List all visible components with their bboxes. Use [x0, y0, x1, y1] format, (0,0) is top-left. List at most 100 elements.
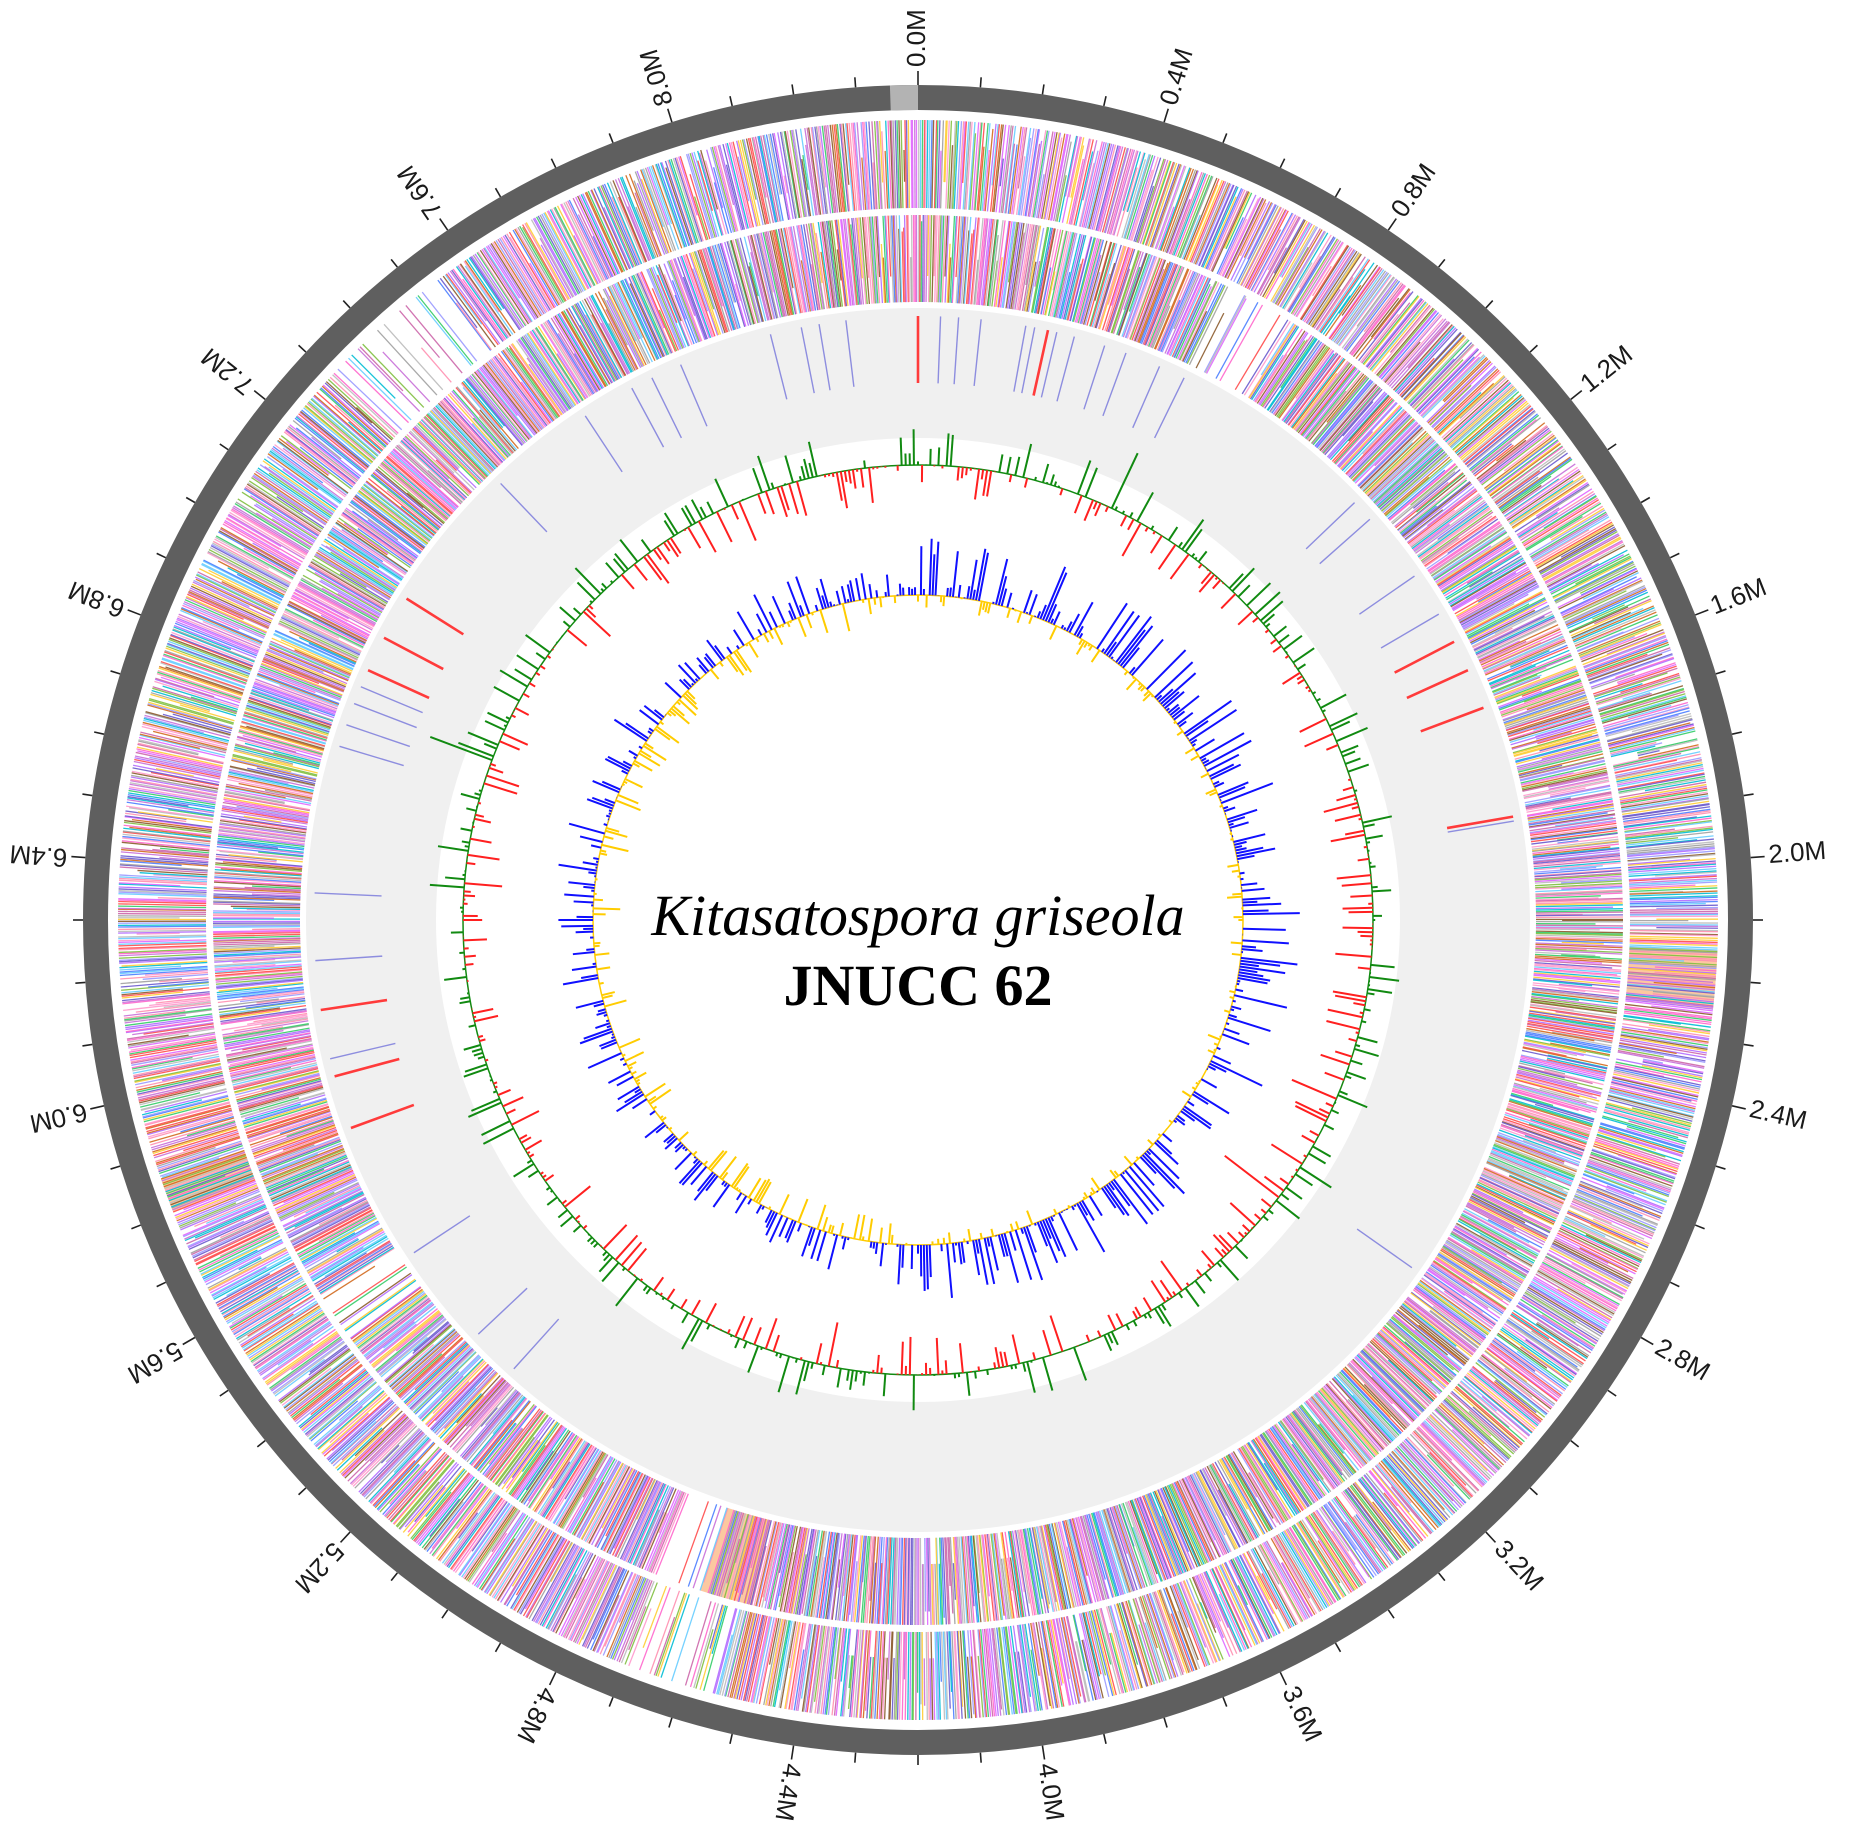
cds-feature: [1291, 1525, 1339, 1602]
cds-feature: [1399, 357, 1435, 397]
cds-feature: [143, 1097, 229, 1121]
cds-feature: [847, 1534, 858, 1622]
cds-feature: [1259, 1543, 1304, 1622]
cds-feature: [146, 1109, 232, 1135]
cds-feature: [1138, 1596, 1167, 1681]
cds-feature: [761, 1522, 782, 1608]
cds-feature: [1122, 254, 1153, 338]
cds-feature: [1070, 138, 1091, 225]
cds-feature: [1405, 1298, 1476, 1353]
cds-feature: [954, 1631, 961, 1719]
cds-feature: [724, 1610, 748, 1697]
cds-feature: [273, 752, 320, 766]
cds-feature: [126, 801, 214, 816]
cds-feature: [1629, 908, 1718, 911]
cds-feature: [1474, 1188, 1524, 1214]
cds-feature: [875, 121, 882, 209]
cds-feature: [1525, 792, 1612, 810]
cds-feature: [860, 121, 868, 210]
cds-feature: [769, 133, 783, 195]
cds-feature: [667, 260, 700, 343]
cds-feature: [225, 518, 280, 551]
cds-feature: [943, 120, 947, 183]
cds-feature: [1285, 1529, 1333, 1606]
cds-feature: [1617, 1049, 1705, 1068]
cds-feature: [1338, 431, 1374, 469]
cds-feature: [469, 256, 521, 331]
cds-feature: [160, 660, 245, 691]
cds-feature: [1126, 154, 1154, 240]
cds-feature: [1199, 1602, 1208, 1619]
cds-feature: [1544, 1069, 1604, 1086]
cds-feature: [1622, 1023, 1710, 1038]
cds-feature: [1512, 1087, 1597, 1113]
cds-feature: [783, 175, 788, 194]
cds-feature: [222, 801, 309, 818]
cds-feature: [145, 970, 208, 976]
cds-feature: [1546, 1252, 1626, 1295]
cds-feature: [207, 1247, 287, 1289]
cds-feature: [1314, 1393, 1372, 1461]
cds-feature: [1058, 1617, 1078, 1705]
cds-feature: [232, 1287, 309, 1334]
cds-feature: [378, 1317, 446, 1375]
cds-feature: [611, 1577, 647, 1660]
cds-feature: [806, 1625, 820, 1713]
cds-feature: [1426, 359, 1491, 423]
cds-feature: [900, 120, 904, 209]
cds-feature: [455, 302, 492, 351]
cds-feature: [458, 1502, 510, 1576]
cds-feature: [1170, 1613, 1193, 1672]
cds-feature: [640, 169, 672, 253]
cds-feature: [1050, 134, 1069, 221]
cds-feature: [1066, 145, 1085, 224]
cds-feature: [282, 1129, 338, 1151]
cds-feature: [236, 1077, 321, 1101]
cds-feature: [159, 1144, 243, 1175]
cds-feature: [118, 945, 207, 951]
cds-feature: [490, 243, 539, 319]
cds-feature: [152, 1127, 238, 1155]
cds-feature: [1624, 817, 1712, 830]
cds-feature: [271, 1166, 352, 1203]
cds-feature: [1510, 1094, 1595, 1121]
cds-feature: [1585, 1167, 1647, 1192]
cds-feature: [1251, 1439, 1300, 1514]
cds-feature: [553, 207, 595, 287]
cds-feature: [1501, 1121, 1585, 1151]
cds-feature: [1486, 644, 1568, 680]
cds-feature: [1160, 167, 1192, 252]
cds-feature: [1129, 257, 1161, 340]
cds-feature: [571, 1458, 616, 1535]
cds-feature: [1499, 1127, 1583, 1158]
cds-feature: [824, 1627, 836, 1715]
cds-feature: [200, 1234, 280, 1275]
cds-feature: [765, 1618, 784, 1706]
cds-feature: [232, 1065, 318, 1088]
cds-feature: [1053, 1618, 1072, 1706]
cds-feature: [1143, 1494, 1177, 1577]
cds-feature: [183, 602, 265, 639]
cds-feature: [592, 235, 614, 278]
cds-feature: [130, 1044, 218, 1061]
cds-feature: [996, 1627, 1008, 1716]
cds-feature: [384, 1324, 452, 1383]
cds-feature: [1363, 1347, 1428, 1409]
cds-feature: [1404, 336, 1467, 402]
cds-feature: [1097, 1510, 1125, 1595]
cds-feature: [1250, 1549, 1293, 1628]
cds-feature: [1374, 422, 1419, 467]
cds-feature: [1535, 930, 1623, 934]
cds-feature: [1142, 263, 1176, 345]
cds-feature: [699, 1507, 728, 1591]
cds-feature: [581, 1462, 624, 1541]
cds-feature: [411, 1491, 452, 1541]
cds-feature: [118, 907, 207, 911]
cds-feature: [405, 1344, 470, 1406]
cds-feature: [287, 1358, 358, 1414]
cds-feature: [219, 1009, 281, 1020]
cds-feature: [251, 1120, 335, 1151]
cds-feature: [1631, 1107, 1692, 1125]
cds-feature: [841, 1628, 852, 1717]
cds-feature: [223, 1272, 301, 1318]
